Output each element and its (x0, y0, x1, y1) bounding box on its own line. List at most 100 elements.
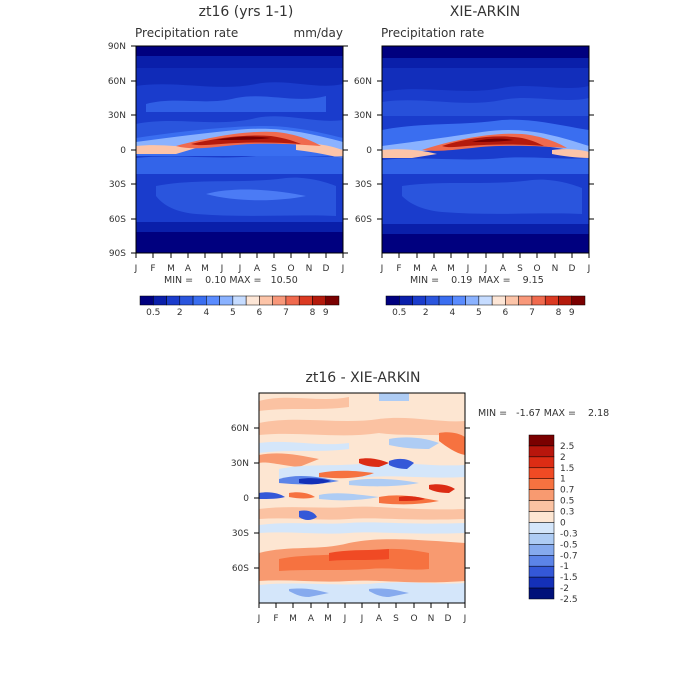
x-tick-label: J (257, 614, 261, 624)
colorbar-swatch (385, 295, 400, 306)
x-tick-label: F (396, 264, 401, 274)
x-tick-label: J (463, 614, 467, 624)
x-tick-label: J (343, 614, 347, 624)
colorbar-label: 6 (503, 308, 509, 318)
x-tick-label: M (324, 614, 332, 624)
panel-diff: zt16 - XIE-ARKIN (231, 370, 609, 624)
colorbar-label: 7 (283, 308, 289, 318)
panel-obs-colorbar: 0.5 2 4 5 6 7 8 9 (385, 295, 586, 318)
y-tick-label: 90S (109, 249, 126, 259)
x-tick-label: S (271, 264, 277, 274)
y-tick-label: 0 (366, 146, 372, 156)
colorbar-swatch (528, 544, 555, 556)
colorbar-swatch (528, 555, 555, 567)
y-tick-label: 0 (120, 146, 126, 156)
x-tick-label: J (466, 264, 470, 274)
colorbar-label: 1.5 (560, 464, 574, 474)
colorbar-swatch (571, 295, 586, 306)
panel-diff-y-ticks: 60N 30N 0 30S 60S (231, 424, 470, 574)
panel-diff-title: zt16 - XIE-ARKIN (305, 370, 420, 386)
colorbar-swatch (425, 295, 440, 306)
colorbar-label: -2.5 (560, 595, 578, 605)
colorbar-swatch (438, 295, 453, 306)
colorbar-swatch (478, 295, 493, 306)
x-tick-label: A (308, 614, 315, 624)
colorbar-swatch (528, 587, 555, 600)
x-tick-label: F (273, 614, 278, 624)
colorbar-swatch (259, 295, 273, 306)
colorbar-label: 9 (323, 308, 329, 318)
colorbar-label: 5 (230, 308, 236, 318)
x-tick-label: M (167, 264, 175, 274)
panel-model-stats: MIN = 0.10 MAX = 10.50 (164, 275, 298, 286)
colorbar-swatch (465, 295, 480, 306)
panel-model-subtitle: Precipitation rate (135, 26, 238, 40)
y-tick-label: 30N (108, 111, 126, 121)
colorbar-swatch (505, 295, 519, 306)
y-tick-label: 30S (109, 180, 126, 190)
colorbar-swatch (206, 295, 220, 306)
colorbar-swatch (179, 295, 194, 306)
y-tick-label: 30N (231, 459, 249, 469)
panel-obs-y-ticks: 60N 30N 0 30S 60S (354, 77, 594, 225)
colorbar-swatch (544, 295, 559, 306)
panel-diff-field (259, 393, 465, 603)
x-tick-label: O (533, 264, 540, 274)
colorbar-label: 4 (203, 308, 209, 318)
colorbar-swatch (531, 295, 546, 306)
colorbar-swatch (312, 295, 326, 306)
colorbar-label: 6 (257, 308, 263, 318)
panel-model-y-ticks: 90N 60N 30N 0 30S 60S 90S (108, 42, 348, 259)
x-tick-label: D (569, 264, 576, 274)
colorbar-label: 2 (423, 308, 429, 318)
x-tick-label: M (201, 264, 209, 274)
x-tick-label: A (376, 614, 383, 624)
colorbar-swatch (245, 295, 260, 306)
y-tick-label: 0 (243, 494, 249, 504)
x-tick-label: M (447, 264, 455, 274)
y-tick-label: 60N (231, 424, 249, 434)
colorbar-label: 0.5 (560, 497, 574, 507)
y-tick-label: 60S (109, 215, 126, 225)
colorbar-label: 2.5 (560, 442, 574, 452)
colorbar-swatch (192, 295, 207, 306)
y-tick-label: 90N (108, 42, 126, 52)
panel-obs-x-ticks: J F M A M J J A S O N D J (380, 253, 590, 274)
x-tick-label: J (360, 614, 364, 624)
colorbar-swatch (491, 295, 506, 306)
colorbar-swatch (166, 295, 181, 306)
panel-diff-colorbar: 2.521.510.70.50.30-0.3-0.5-0.7-1-1.5-2-2… (528, 434, 578, 605)
colorbar-swatch (272, 295, 287, 306)
x-tick-label: M (289, 614, 297, 624)
panel-obs-subtitle: Precipitation rate (381, 26, 484, 40)
colorbar-label: 5 (476, 308, 482, 318)
colorbar-swatch (325, 295, 340, 306)
x-tick-label: J (341, 264, 345, 274)
colorbar-swatch (219, 295, 234, 306)
colorbar-label: -1 (560, 562, 569, 572)
x-tick-label: M (413, 264, 421, 274)
colorbar-swatch (528, 522, 555, 534)
colorbar-label: 0.7 (560, 486, 574, 496)
colorbar-label: -1.5 (560, 573, 578, 583)
colorbar-label: 9 (569, 308, 575, 318)
x-tick-label: N (552, 264, 559, 274)
colorbar-swatch (153, 295, 167, 306)
colorbar-swatch (298, 295, 313, 306)
colorbar-label: 8 (310, 308, 316, 318)
colorbar-swatch (528, 511, 555, 523)
x-tick-label: D (445, 614, 452, 624)
x-tick-label: N (428, 614, 435, 624)
colorbar-label: -0.3 (560, 529, 578, 539)
panel-model-colorbar: 0.5 2 4 5 6 7 8 9 (139, 295, 340, 318)
panel-obs-stats: MIN = 0.19 MAX = 9.15 (410, 275, 544, 286)
colorbar-swatch (528, 565, 555, 578)
colorbar-swatch (528, 489, 555, 501)
x-tick-label: A (185, 264, 192, 274)
y-tick-label: 30N (354, 111, 372, 121)
colorbar-swatch (412, 295, 427, 306)
colorbar-swatch (528, 500, 555, 512)
panel-obs: XIE-ARKIN Precipitation rate (354, 4, 594, 318)
x-tick-label: J (134, 264, 138, 274)
